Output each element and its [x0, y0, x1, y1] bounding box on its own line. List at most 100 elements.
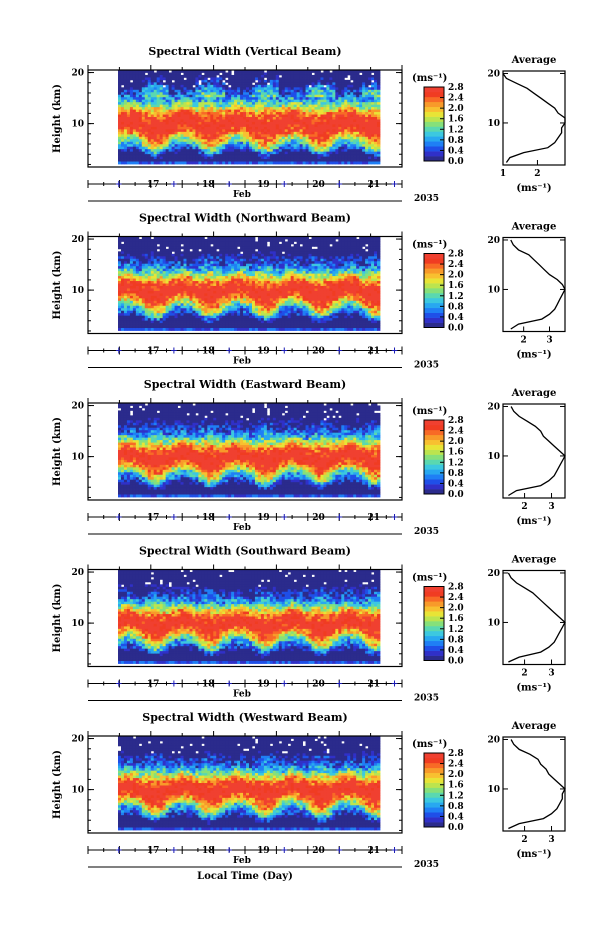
- heatmap-cell: [120, 273, 125, 277]
- heatmap-cell: [165, 323, 170, 326]
- heatmap-cell: [219, 310, 223, 314]
- heatmap-cell: [356, 131, 360, 135]
- heatmap-cell: [234, 161, 238, 165]
- heatmap-cell: [168, 293, 172, 297]
- heatmap-cell: [186, 134, 190, 138]
- heatmap-cell: [290, 97, 295, 101]
- heatmap-cell: [260, 134, 265, 138]
- heatmap-cell: [159, 159, 164, 162]
- heatmap-cell: [305, 99, 309, 103]
- heatmap-cell: [123, 134, 128, 138]
- heatmap-cell: [162, 126, 167, 130]
- heatmap-cell: [120, 154, 125, 157]
- heatmap-cell: [356, 74, 360, 78]
- heatmap-cell: [251, 112, 256, 115]
- heatmap-cell: [323, 109, 327, 113]
- heatmap-cell: [219, 253, 223, 257]
- heatmap-cell: [162, 266, 167, 270]
- heatmap-cell: [251, 97, 256, 101]
- heatmap-cell: [281, 154, 286, 157]
- heatmap-cell: [168, 241, 172, 245]
- heatmap-cell: [284, 97, 289, 101]
- heatmap-cell: [359, 92, 363, 96]
- heatmap-cell: [287, 134, 292, 138]
- heatmap-cell: [120, 79, 125, 83]
- heatmap-cell: [177, 154, 181, 157]
- heatmap-cell: [332, 139, 336, 143]
- heatmap-cell: [192, 241, 196, 245]
- heatmap-cell: [129, 278, 134, 282]
- heatmap-cell: [192, 278, 196, 282]
- heatmap-cell: [317, 74, 321, 78]
- heatmap-cell: [159, 72, 164, 76]
- heatmap-cell: [192, 89, 196, 93]
- heatmap-cell: [281, 119, 286, 123]
- heatmap-cell: [186, 156, 190, 160]
- heatmap-cell: [153, 325, 158, 329]
- heatmap-cell: [302, 104, 306, 108]
- heatmap-cell: [311, 146, 315, 150]
- heatmap-cell: [192, 315, 196, 319]
- heatmap-cell: [299, 87, 303, 91]
- heatmap-cell: [183, 290, 187, 294]
- heatmap-cell: [144, 263, 149, 267]
- heatmap-cell: [180, 117, 184, 120]
- heatmap-cell: [165, 256, 170, 260]
- heatmap-cell: [129, 87, 134, 91]
- heatmap-cell: [228, 243, 232, 247]
- heatmap-cell: [219, 271, 223, 274]
- heatmap-cell: [254, 74, 259, 78]
- heatmap-cell: [198, 156, 202, 160]
- heatmap-cell: [272, 149, 277, 153]
- heatmap-cell: [260, 121, 265, 125]
- heatmap-cell: [299, 134, 303, 138]
- heatmap-cell: [263, 74, 268, 78]
- heatmap-cell: [177, 236, 181, 240]
- heatmap-cell: [162, 281, 167, 284]
- heatmap-cell: [311, 82, 315, 86]
- heatmap-cell: [216, 276, 220, 279]
- heatmap-cell: [156, 74, 161, 78]
- heatmap-cell: [266, 92, 271, 96]
- heatmap-cell: [254, 151, 259, 155]
- heatmap-cell: [150, 246, 155, 250]
- heatmap-cell: [147, 315, 152, 319]
- heatmap-cell: [362, 134, 366, 138]
- heatmap-cell: [180, 236, 184, 240]
- heatmap-cell: [249, 74, 253, 78]
- heatmap-cell: [189, 87, 193, 91]
- heatmap-cell: [120, 248, 125, 252]
- heatmap-cell: [251, 94, 256, 98]
- heatmap-cell: [269, 74, 274, 78]
- heatmap-cell: [222, 72, 226, 76]
- heatmap-cell: [183, 107, 187, 110]
- heatmap-cell: [141, 300, 146, 304]
- heatmap-cell: [210, 156, 214, 160]
- heatmap-cell: [120, 281, 125, 284]
- heatmap-cell: [204, 261, 208, 265]
- heatmap-cell: [359, 102, 363, 106]
- heatmap-cell: [126, 323, 131, 326]
- heatmap-cell: [118, 139, 122, 143]
- heatmap-cell: [174, 119, 178, 123]
- heatmap-cell: [118, 136, 122, 140]
- heatmap-cell: [177, 315, 181, 319]
- heatmap-cell: [210, 273, 214, 277]
- heatmap-cell: [168, 266, 172, 270]
- heatmap-cell: [228, 104, 232, 108]
- heatmap-cell: [195, 82, 199, 86]
- heatmap-cell: [213, 288, 217, 292]
- heatmap-cell: [299, 79, 303, 83]
- heatmap-cell: [156, 266, 161, 270]
- heatmap-cell: [213, 74, 217, 78]
- heatmap-cell: [335, 104, 339, 108]
- heatmap-cell: [314, 70, 318, 73]
- heatmap-cell: [159, 79, 164, 83]
- heatmap-cell: [174, 241, 178, 245]
- heatmap-cell: [198, 285, 202, 289]
- heatmap-cell: [266, 161, 271, 165]
- heatmap-cell: [138, 241, 143, 245]
- heatmap-cell: [335, 109, 339, 113]
- heatmap-cell: [210, 149, 214, 153]
- heatmap-cell: [347, 136, 351, 140]
